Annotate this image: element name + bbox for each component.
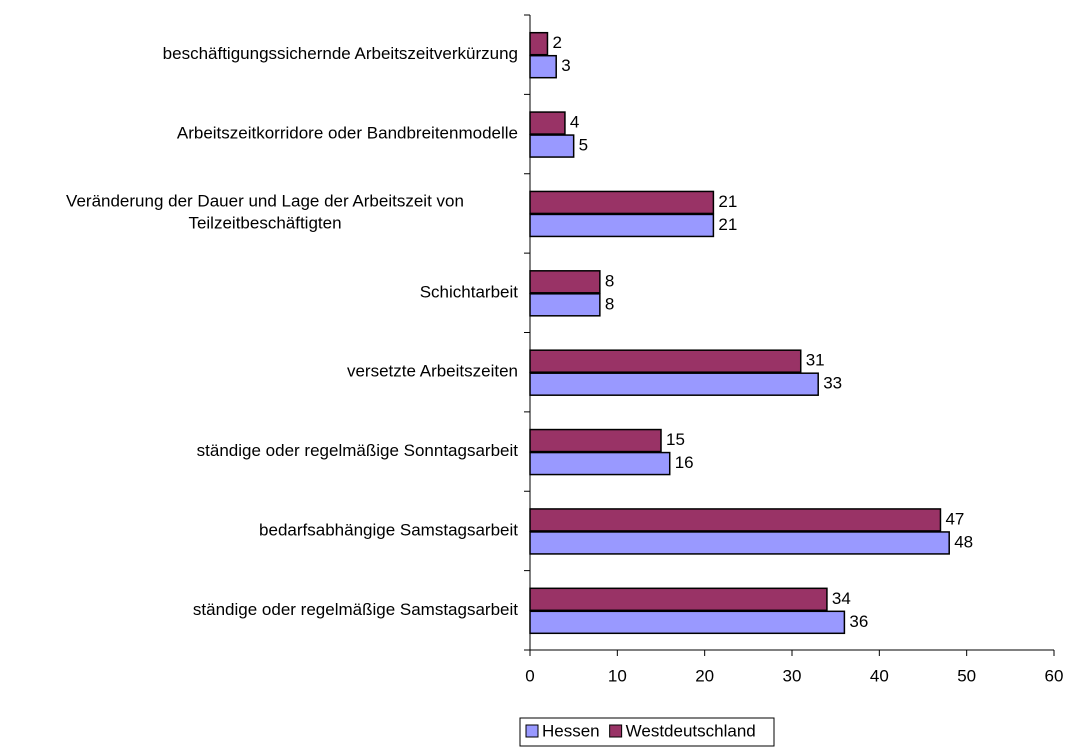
category-label: beschäftigungssichernde Arbeitszeitverkü…: [163, 44, 518, 63]
bar: [529, 451, 671, 476]
bar: [529, 349, 802, 373]
x-tick-label: 10: [608, 666, 627, 685]
bar: [529, 372, 819, 396]
category-label: bedarfsabhängige Samstagsarbeit: [259, 520, 518, 539]
data-label: 47: [945, 509, 964, 528]
bar: [529, 31, 549, 56]
bar: [529, 610, 846, 635]
data-label: 21: [718, 192, 737, 211]
legend-box: [519, 717, 775, 747]
x-tick-label: 60: [1045, 666, 1064, 685]
data-label: 8: [605, 294, 614, 313]
data-label: 15: [666, 430, 685, 449]
data-label: 48: [954, 532, 973, 551]
data-label: 31: [806, 351, 825, 370]
category-label: Arbeitszeitkorridore oder Bandbreitenmod…: [177, 124, 518, 143]
bar: [529, 270, 601, 294]
category-label: ständige oder regelmäßige Sonntagsarbeit: [197, 441, 519, 460]
bar: [529, 190, 715, 215]
bar: [529, 134, 575, 158]
x-tick-label: 50: [957, 666, 976, 685]
bar: [529, 508, 942, 532]
data-label: 8: [605, 271, 614, 290]
bar: [529, 428, 662, 453]
legend-label: Westdeutschland: [626, 721, 756, 740]
data-label: 16: [675, 453, 694, 472]
data-label: 33: [823, 374, 842, 393]
category-label: ständige oder regelmäßige Samstagsarbeit: [193, 600, 518, 619]
bar: [529, 54, 557, 79]
x-tick-label: 0: [525, 666, 534, 685]
data-label: 34: [832, 589, 851, 608]
bar: [529, 531, 950, 555]
data-label: 5: [579, 136, 588, 155]
data-label: 36: [849, 612, 868, 631]
category-label: Schichtarbeit: [420, 282, 519, 301]
bar: [529, 111, 566, 135]
x-tick-label: 40: [870, 666, 889, 685]
legend-swatch: [525, 724, 539, 738]
data-label: 3: [561, 56, 570, 75]
legend-swatch: [609, 724, 623, 738]
category-label: Veränderung der Dauer und Lage der Arbei…: [66, 192, 464, 233]
x-tick-label: 30: [783, 666, 802, 685]
data-label: 21: [718, 215, 737, 234]
category-label: versetzte Arbeitszeiten: [347, 362, 518, 381]
legend-label: Hessen: [542, 721, 600, 740]
bar: [529, 587, 828, 612]
bar: [529, 213, 715, 238]
data-label: 4: [570, 113, 579, 132]
data-label: 2: [552, 33, 561, 52]
legend: Hessen Westdeutschland: [519, 717, 775, 747]
bar: [529, 293, 601, 317]
x-tick-label: 20: [695, 666, 714, 685]
